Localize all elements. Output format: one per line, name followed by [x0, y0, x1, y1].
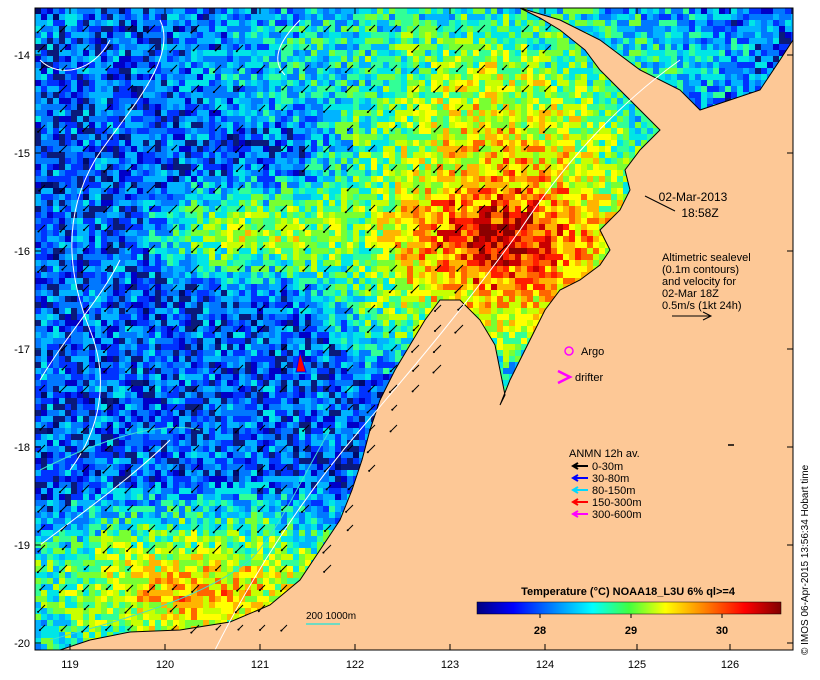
credit-text: © IMOS 06-Apr-2015 13:56:34 Hobart time	[800, 464, 811, 655]
colorbar-ticks: 28 29 30	[534, 614, 728, 637]
time-pointer	[644, 195, 676, 212]
altimetry-note: Altimetric sealevel (0.1m contours) and …	[662, 252, 751, 321]
drifter-label: drifter	[575, 372, 603, 384]
anmn-legend-label: 30-80m	[592, 473, 629, 485]
colorbar-tick-label: 29	[625, 625, 637, 637]
anmn-title: ANMN 12h av.	[569, 448, 640, 460]
lat-tick-label: -16	[14, 246, 30, 258]
lat-tick-label: -17	[14, 344, 30, 356]
latitude-axis: -14 -15 -16 -17 -18 -19 -20	[14, 50, 793, 650]
anmn-legend-label: 300-600m	[592, 509, 642, 521]
sst-field	[35, 8, 793, 650]
lat-tick-label: -19	[14, 540, 30, 552]
lon-tick-label: 125	[628, 659, 646, 671]
velocity-arrows	[36, 24, 552, 634]
lat-tick-label: -15	[14, 148, 30, 160]
colorbar	[476, 601, 782, 615]
colorbar-tick-label: 30	[716, 625, 728, 637]
date-label: 02-Mar-2013	[659, 190, 728, 204]
longitude-axis: 119 120 121 122 123 124 125 126	[61, 8, 739, 671]
land-mass	[59, 8, 793, 650]
argo-icon	[564, 346, 574, 356]
time-label: 18:58Z	[681, 206, 718, 220]
lon-tick-label: 124	[536, 659, 554, 671]
lat-tick-label: -20	[14, 638, 30, 650]
altimetry-contour	[39, 439, 171, 546]
anmn-legend-label: 0-30m	[592, 461, 623, 473]
scale-arrow-head	[702, 311, 713, 321]
lon-tick-label: 126	[721, 659, 739, 671]
altimetry-contour	[69, 19, 165, 471]
lon-tick-label: 122	[346, 659, 364, 671]
altimetry-contour	[214, 59, 681, 650]
argo-label: Argo	[581, 346, 604, 358]
altimetry-contour	[39, 259, 121, 381]
lon-tick-label: 119	[61, 659, 79, 671]
drifter-icon	[557, 369, 573, 385]
mooring-marker	[295, 351, 307, 373]
plot-frame	[34, 7, 794, 651]
colorbar-title: Temperature (°C) NOAA18_L3U 6% ql>=4	[521, 586, 736, 598]
lon-tick-label: 120	[156, 659, 174, 671]
anmn-legend-label: 150-300m	[592, 497, 642, 509]
anmn-legend-label: 80-150m	[592, 485, 635, 497]
lon-tick-label: 123	[441, 659, 459, 671]
bathymetry-1000m	[39, 426, 201, 471]
altimetry-contour	[39, 39, 111, 71]
bathymetry-200m	[49, 429, 331, 641]
lon-tick-label: 121	[251, 659, 269, 671]
bathymetry-label: 200 1000m	[306, 611, 356, 622]
lat-tick-label: -18	[14, 442, 30, 454]
lat-tick-label: -14	[14, 50, 30, 62]
colorbar-tick-label: 28	[534, 625, 546, 637]
